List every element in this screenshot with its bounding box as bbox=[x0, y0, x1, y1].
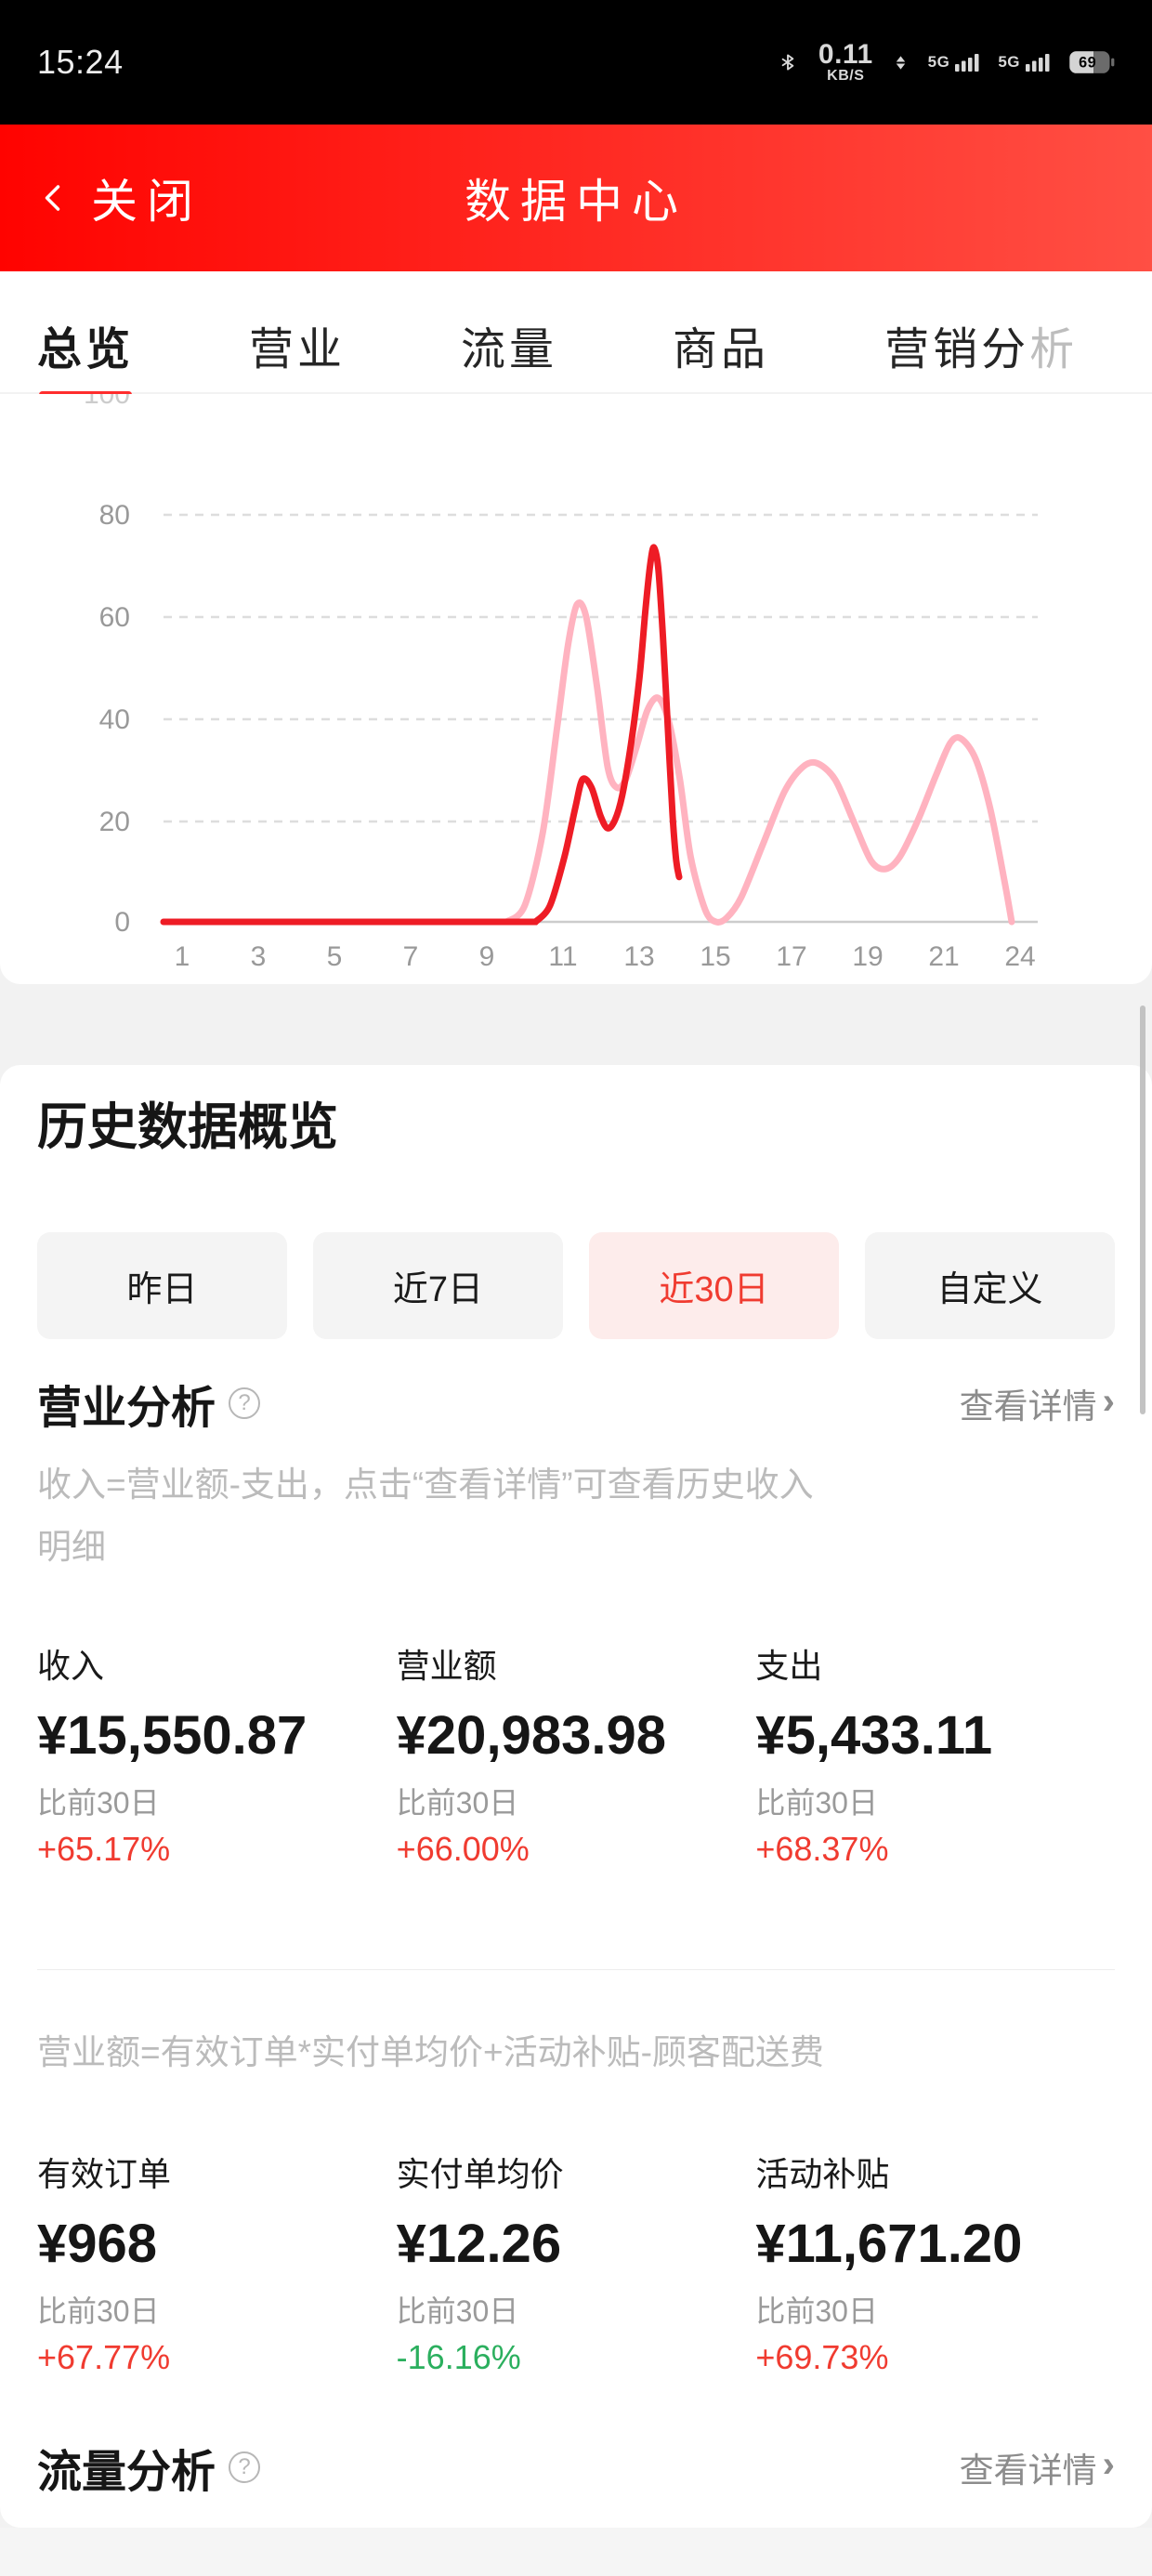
svg-text:40: 40 bbox=[99, 704, 130, 735]
svg-text:11: 11 bbox=[548, 941, 577, 972]
svg-text:5: 5 bbox=[327, 941, 343, 972]
svg-text:0: 0 bbox=[114, 907, 130, 938]
svg-text:15: 15 bbox=[700, 941, 730, 972]
svg-text:13: 13 bbox=[623, 941, 654, 972]
svg-text:7: 7 bbox=[403, 941, 419, 972]
svg-text:9: 9 bbox=[479, 941, 495, 972]
svg-text:24: 24 bbox=[1004, 941, 1035, 972]
svg-text:19: 19 bbox=[852, 941, 883, 972]
svg-text:3: 3 bbox=[251, 941, 267, 972]
svg-text:17: 17 bbox=[776, 941, 806, 972]
svg-text:60: 60 bbox=[99, 602, 130, 633]
svg-text:80: 80 bbox=[99, 500, 130, 531]
svg-text:1: 1 bbox=[175, 941, 190, 972]
svg-text:100: 100 bbox=[84, 394, 130, 410]
svg-text:20: 20 bbox=[99, 807, 130, 837]
svg-text:21: 21 bbox=[928, 941, 959, 972]
svg-text:69: 69 bbox=[1079, 55, 1096, 72]
